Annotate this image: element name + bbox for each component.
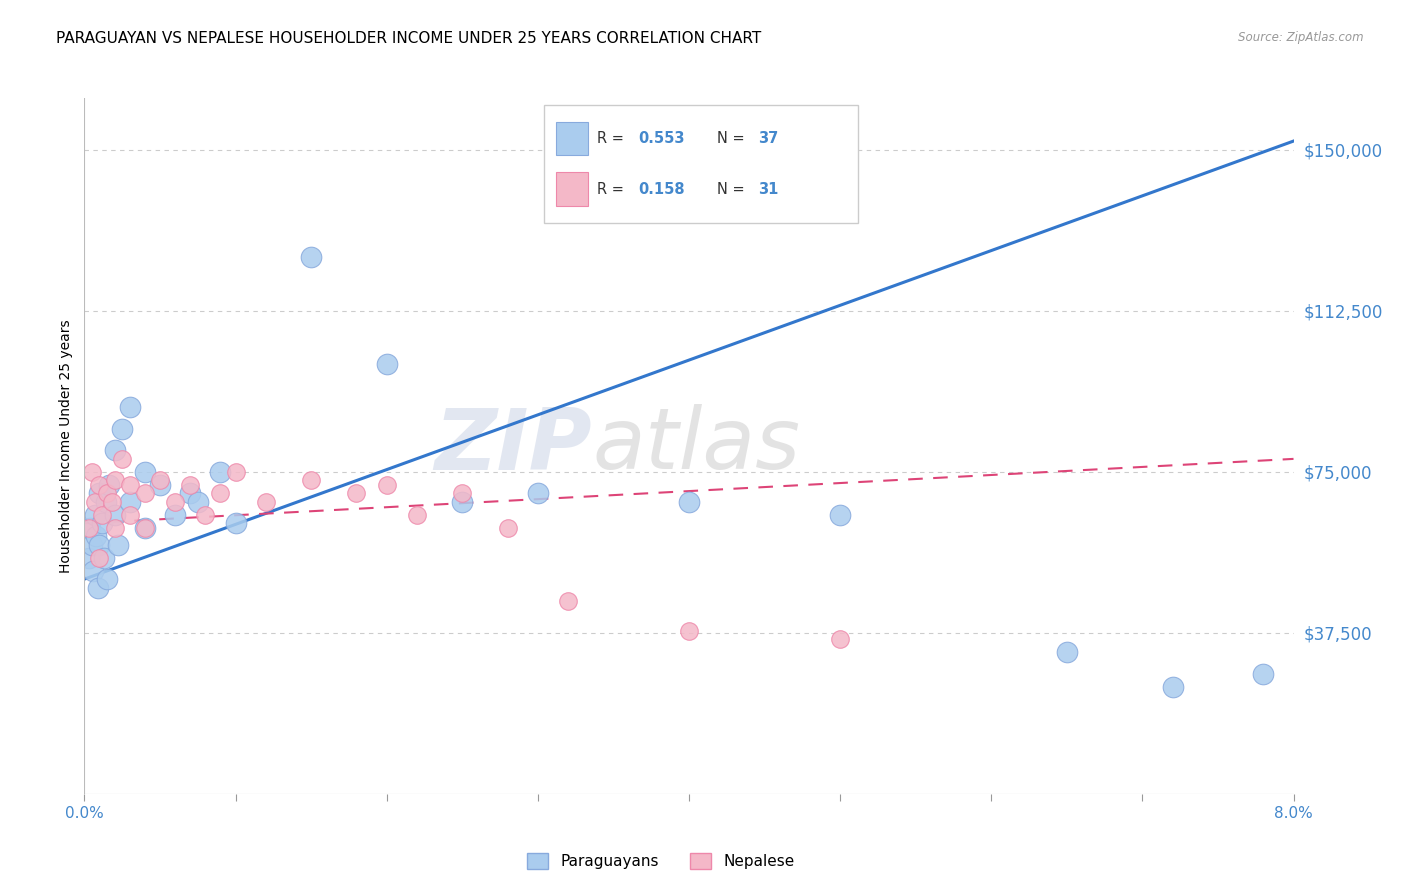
Point [187, 495, 209, 509]
Point [77, 520, 100, 534]
Point [118, 508, 141, 522]
Point [86, 529, 108, 543]
Point [89, 477, 111, 491]
Point [107, 538, 129, 552]
Point [451, 486, 474, 500]
Point [1253, 666, 1275, 681]
Point [96, 572, 118, 586]
Point [91, 508, 114, 522]
Point [80, 465, 103, 479]
Point [79, 520, 101, 534]
Point [149, 474, 172, 488]
Text: Source: ZipAtlas.com: Source: ZipAtlas.com [1239, 31, 1364, 45]
Point [346, 486, 368, 500]
Point [179, 486, 201, 500]
Point [1056, 645, 1078, 659]
Point [104, 520, 127, 534]
Point [77, 550, 100, 565]
Point [111, 422, 134, 436]
Point [100, 495, 122, 509]
Point [91, 516, 114, 531]
Point [84, 495, 107, 509]
Point [84, 508, 107, 522]
Point [375, 477, 398, 491]
Point [134, 486, 156, 500]
Point [89, 538, 111, 552]
Point [299, 250, 322, 264]
Y-axis label: Householder Income Under 25 years: Householder Income Under 25 years [59, 319, 73, 573]
Point [111, 451, 134, 466]
Point [89, 550, 111, 565]
Point [94, 495, 117, 509]
Point [179, 477, 201, 491]
Point [451, 495, 474, 509]
Text: ZIP: ZIP [434, 404, 592, 488]
Text: PARAGUAYAN VS NEPALESE HOUSEHOLDER INCOME UNDER 25 YEARS CORRELATION CHART: PARAGUAYAN VS NEPALESE HOUSEHOLDER INCOM… [56, 31, 762, 46]
Point [225, 516, 247, 531]
Point [299, 474, 322, 488]
Point [209, 465, 232, 479]
Point [496, 520, 519, 534]
Point [134, 520, 156, 534]
Point [80, 538, 103, 552]
Legend: Paraguayans, Nepalese: Paraguayans, Nepalese [522, 847, 800, 875]
Point [96, 486, 118, 500]
Point [149, 477, 172, 491]
Point [87, 581, 110, 595]
Point [406, 508, 429, 522]
Point [82, 564, 104, 578]
Point [557, 593, 579, 607]
Point [89, 486, 111, 500]
Point [134, 465, 156, 479]
Point [375, 358, 398, 372]
Point [104, 474, 127, 488]
Point [104, 508, 127, 522]
Point [165, 508, 187, 522]
Point [97, 477, 120, 491]
Point [118, 401, 141, 415]
Point [118, 495, 141, 509]
Point [93, 550, 115, 565]
Point [830, 632, 852, 647]
Point [225, 465, 247, 479]
Point [254, 495, 277, 509]
Point [678, 495, 700, 509]
Text: atlas: atlas [592, 404, 800, 488]
Point [134, 520, 156, 534]
Point [165, 495, 187, 509]
Point [678, 624, 700, 638]
Point [1161, 680, 1184, 694]
Point [104, 443, 127, 458]
Point [118, 477, 141, 491]
Point [830, 508, 852, 522]
Point [209, 486, 232, 500]
Point [194, 508, 217, 522]
Point [527, 486, 550, 500]
